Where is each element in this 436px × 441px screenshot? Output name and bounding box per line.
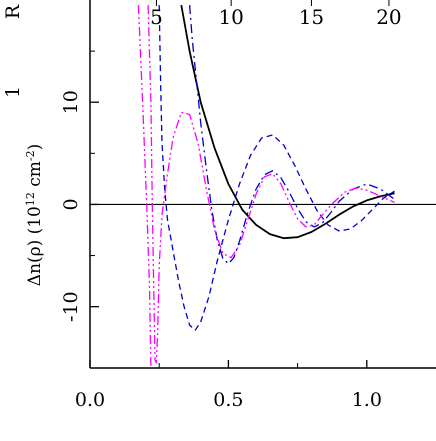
series-line-5 xyxy=(137,5,152,368)
x-tick-label: 0.5 xyxy=(213,389,243,411)
y-axis-label-superscript: 12 xyxy=(24,192,37,206)
x-tick-label: 0.0 xyxy=(75,389,105,411)
y-tick-label: 10 xyxy=(60,90,82,114)
y-axis-label-part: ) xyxy=(25,144,45,151)
series-line-1 xyxy=(180,4,395,240)
y-tick-label: -10 xyxy=(60,291,82,322)
series-line-3 xyxy=(158,5,395,331)
series-line-4 xyxy=(147,5,395,364)
y-axis-label-part: cm xyxy=(25,161,45,192)
top-tick-label: 5 xyxy=(150,5,163,29)
top-tick-label: 15 xyxy=(299,5,324,29)
axes xyxy=(89,0,436,369)
series-line-2 xyxy=(188,5,395,265)
x-tick-label: 1.0 xyxy=(352,389,382,411)
partial-left-label: 1 xyxy=(2,86,24,98)
top-tick-label: 10 xyxy=(218,5,243,29)
y-axis-label: Δn(ρ) (1012 cm-2) xyxy=(24,144,46,287)
partial-top-left-label: R xyxy=(2,4,24,19)
y-tick-label: 0 xyxy=(60,198,82,210)
top-tick-label: 20 xyxy=(376,5,401,29)
series-group xyxy=(137,4,395,368)
y-axis-label-superscript: -2 xyxy=(24,150,37,161)
y-axis-label-part: Δn(ρ) (10 xyxy=(25,206,45,286)
